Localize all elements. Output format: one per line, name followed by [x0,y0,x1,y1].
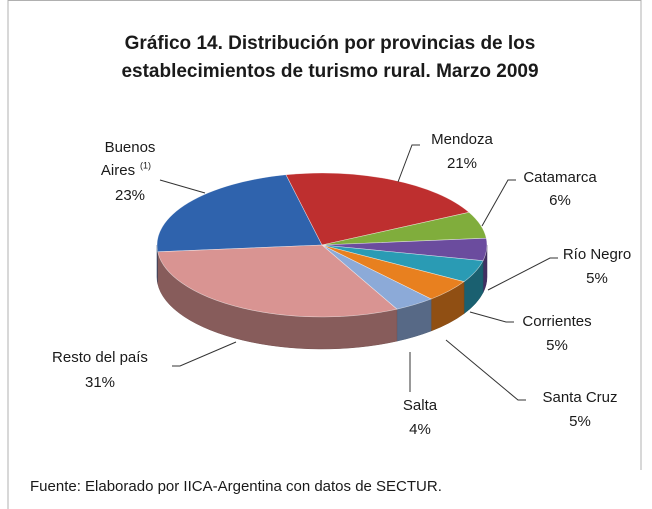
category-label: Corrientes [522,313,591,330]
category-label: Río Negro [563,246,631,263]
category-label: Buenos Aires [101,139,156,179]
category-label: Mendoza [431,131,493,148]
leader-line [469,311,514,323]
category-label: Catamarca [523,169,597,186]
chart-title: Gráfico 14. Distribución por provincias … [125,33,536,54]
footnote-mark: (1) [140,160,151,170]
labels: Buenos Aires (1) 23% Mendoza 21% Catamarca 6% Rí… [52,131,631,438]
category-label: Salta [403,397,438,414]
leader-line [159,179,206,194]
source-note: Fuente: Elaborado por IICA-Argentina con… [30,478,442,495]
leader-line [172,341,237,367]
value-label: 5% [546,337,568,354]
slice [285,172,470,246]
chart-title: establecimientos de turismo rural. Marzo… [121,61,538,82]
leader-line [481,179,516,227]
value-label: 31% [85,374,115,391]
value-label: 5% [569,413,591,430]
slice [157,244,398,318]
value-label: 5% [586,270,608,287]
slice [156,174,323,253]
leader-line [397,144,420,183]
category-label: Santa Cruz [542,389,617,406]
value-label: 21% [447,155,477,172]
value-label: 6% [549,192,571,209]
leader-line [487,257,558,291]
value-label: 4% [409,421,431,438]
category-label: Resto del país [52,349,148,366]
value-label: 23% [115,187,145,204]
pie [156,172,488,350]
leader-line [445,339,526,401]
